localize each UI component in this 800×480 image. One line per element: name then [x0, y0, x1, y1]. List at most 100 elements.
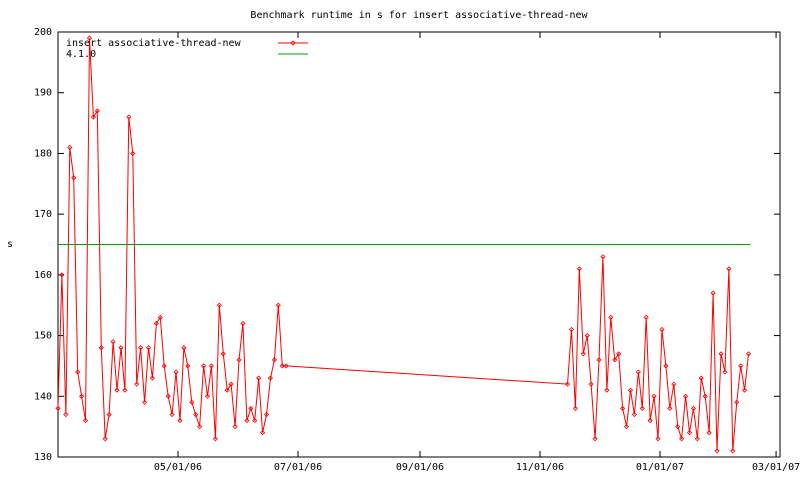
data-point: [271, 357, 277, 363]
x-tick-label: 01/01/07: [636, 462, 684, 473]
data-point: [588, 381, 594, 387]
data-point: [232, 424, 238, 430]
data-point: [248, 405, 254, 411]
series-line: [57, 38, 749, 451]
data-point: [722, 369, 728, 375]
data-point: [208, 363, 215, 369]
data-point: [86, 35, 93, 41]
data-point: [126, 114, 132, 120]
data-point: [679, 436, 685, 442]
data-point: [169, 411, 175, 418]
data-point: [161, 363, 167, 369]
data-point: [620, 405, 626, 411]
data-point: [122, 387, 128, 393]
data-point: [67, 144, 73, 150]
data-point: [564, 381, 571, 387]
data-point: [228, 381, 234, 387]
data-point: [98, 345, 104, 351]
data-point: [572, 405, 578, 411]
data-point: [240, 320, 246, 326]
data-point: [698, 375, 704, 381]
chart-title: Benchmark runtime in s for insert associ…: [250, 10, 588, 21]
data-point: [59, 272, 65, 278]
data-point: [141, 399, 148, 405]
data-point: [667, 405, 673, 411]
data-point: [592, 436, 598, 442]
data-point: [675, 424, 681, 430]
data-point: [671, 381, 677, 387]
data-point: [90, 114, 96, 120]
data-point: [177, 418, 183, 424]
data-point: [134, 381, 140, 387]
data-point: [189, 399, 195, 405]
data-point: [651, 393, 657, 399]
x-tick-label: 03/01/07: [752, 462, 800, 473]
data-point: [643, 314, 649, 320]
data-point: [742, 387, 748, 393]
data-point: [710, 290, 716, 296]
y-tick-label: 180: [34, 148, 52, 159]
data-point: [212, 436, 218, 442]
data-point: [738, 363, 744, 369]
data-point: [600, 254, 606, 260]
legend-marker: [290, 40, 296, 46]
data-point: [236, 357, 242, 363]
y-tick-label: 130: [34, 452, 52, 463]
data-point: [260, 430, 266, 436]
data-point: [745, 351, 752, 357]
y-tick-label: 160: [34, 270, 52, 281]
x-tick-label: 09/01/06: [396, 462, 444, 473]
data-point: [204, 393, 211, 399]
data-point: [718, 351, 724, 357]
y-tick-label: 200: [34, 27, 52, 38]
data-point: [616, 351, 622, 357]
y-tick-label: 190: [34, 88, 52, 99]
legend-label: insert associative-thread-new: [66, 38, 242, 49]
data-point: [118, 345, 124, 351]
data-point: [153, 320, 159, 326]
y-tick-label: 150: [34, 331, 52, 342]
data-point: [173, 369, 179, 375]
data-point: [714, 448, 720, 454]
data-point: [686, 430, 693, 436]
data-point: [627, 387, 634, 393]
data-point: [580, 351, 586, 357]
data-point: [63, 411, 69, 418]
data-point: [201, 363, 207, 369]
y-axis-label: s: [7, 239, 13, 250]
data-point: [224, 387, 230, 393]
data-point: [79, 393, 85, 399]
data-point: [659, 326, 665, 333]
data-point: [145, 345, 152, 351]
data-point: [220, 351, 226, 357]
y-tick-label: 170: [34, 209, 52, 220]
data-point: [71, 175, 77, 181]
data-point: [216, 302, 222, 308]
x-tick-label: 05/01/06: [154, 462, 202, 473]
data-point: [596, 357, 602, 363]
data-point: [726, 266, 732, 272]
data-point: [75, 369, 81, 375]
data-point: [149, 375, 155, 381]
data-point: [185, 363, 191, 369]
data-point: [647, 418, 653, 424]
y-tick-label: 140: [34, 391, 52, 402]
data-point: [702, 393, 708, 399]
data-point: [706, 430, 712, 436]
data-point: [631, 411, 637, 418]
data-point: [193, 411, 199, 418]
data-point: [623, 424, 630, 430]
data-point: [612, 357, 618, 363]
data-point: [138, 345, 144, 351]
data-point: [608, 314, 614, 320]
data-point: [94, 108, 100, 114]
data-point: [181, 345, 187, 351]
data-point: [639, 405, 645, 411]
data-point: [275, 302, 281, 308]
data-point: [584, 333, 590, 339]
data-point: [730, 448, 736, 454]
data-point: [683, 393, 689, 399]
data-point: [130, 150, 136, 156]
data-point: [604, 387, 610, 393]
